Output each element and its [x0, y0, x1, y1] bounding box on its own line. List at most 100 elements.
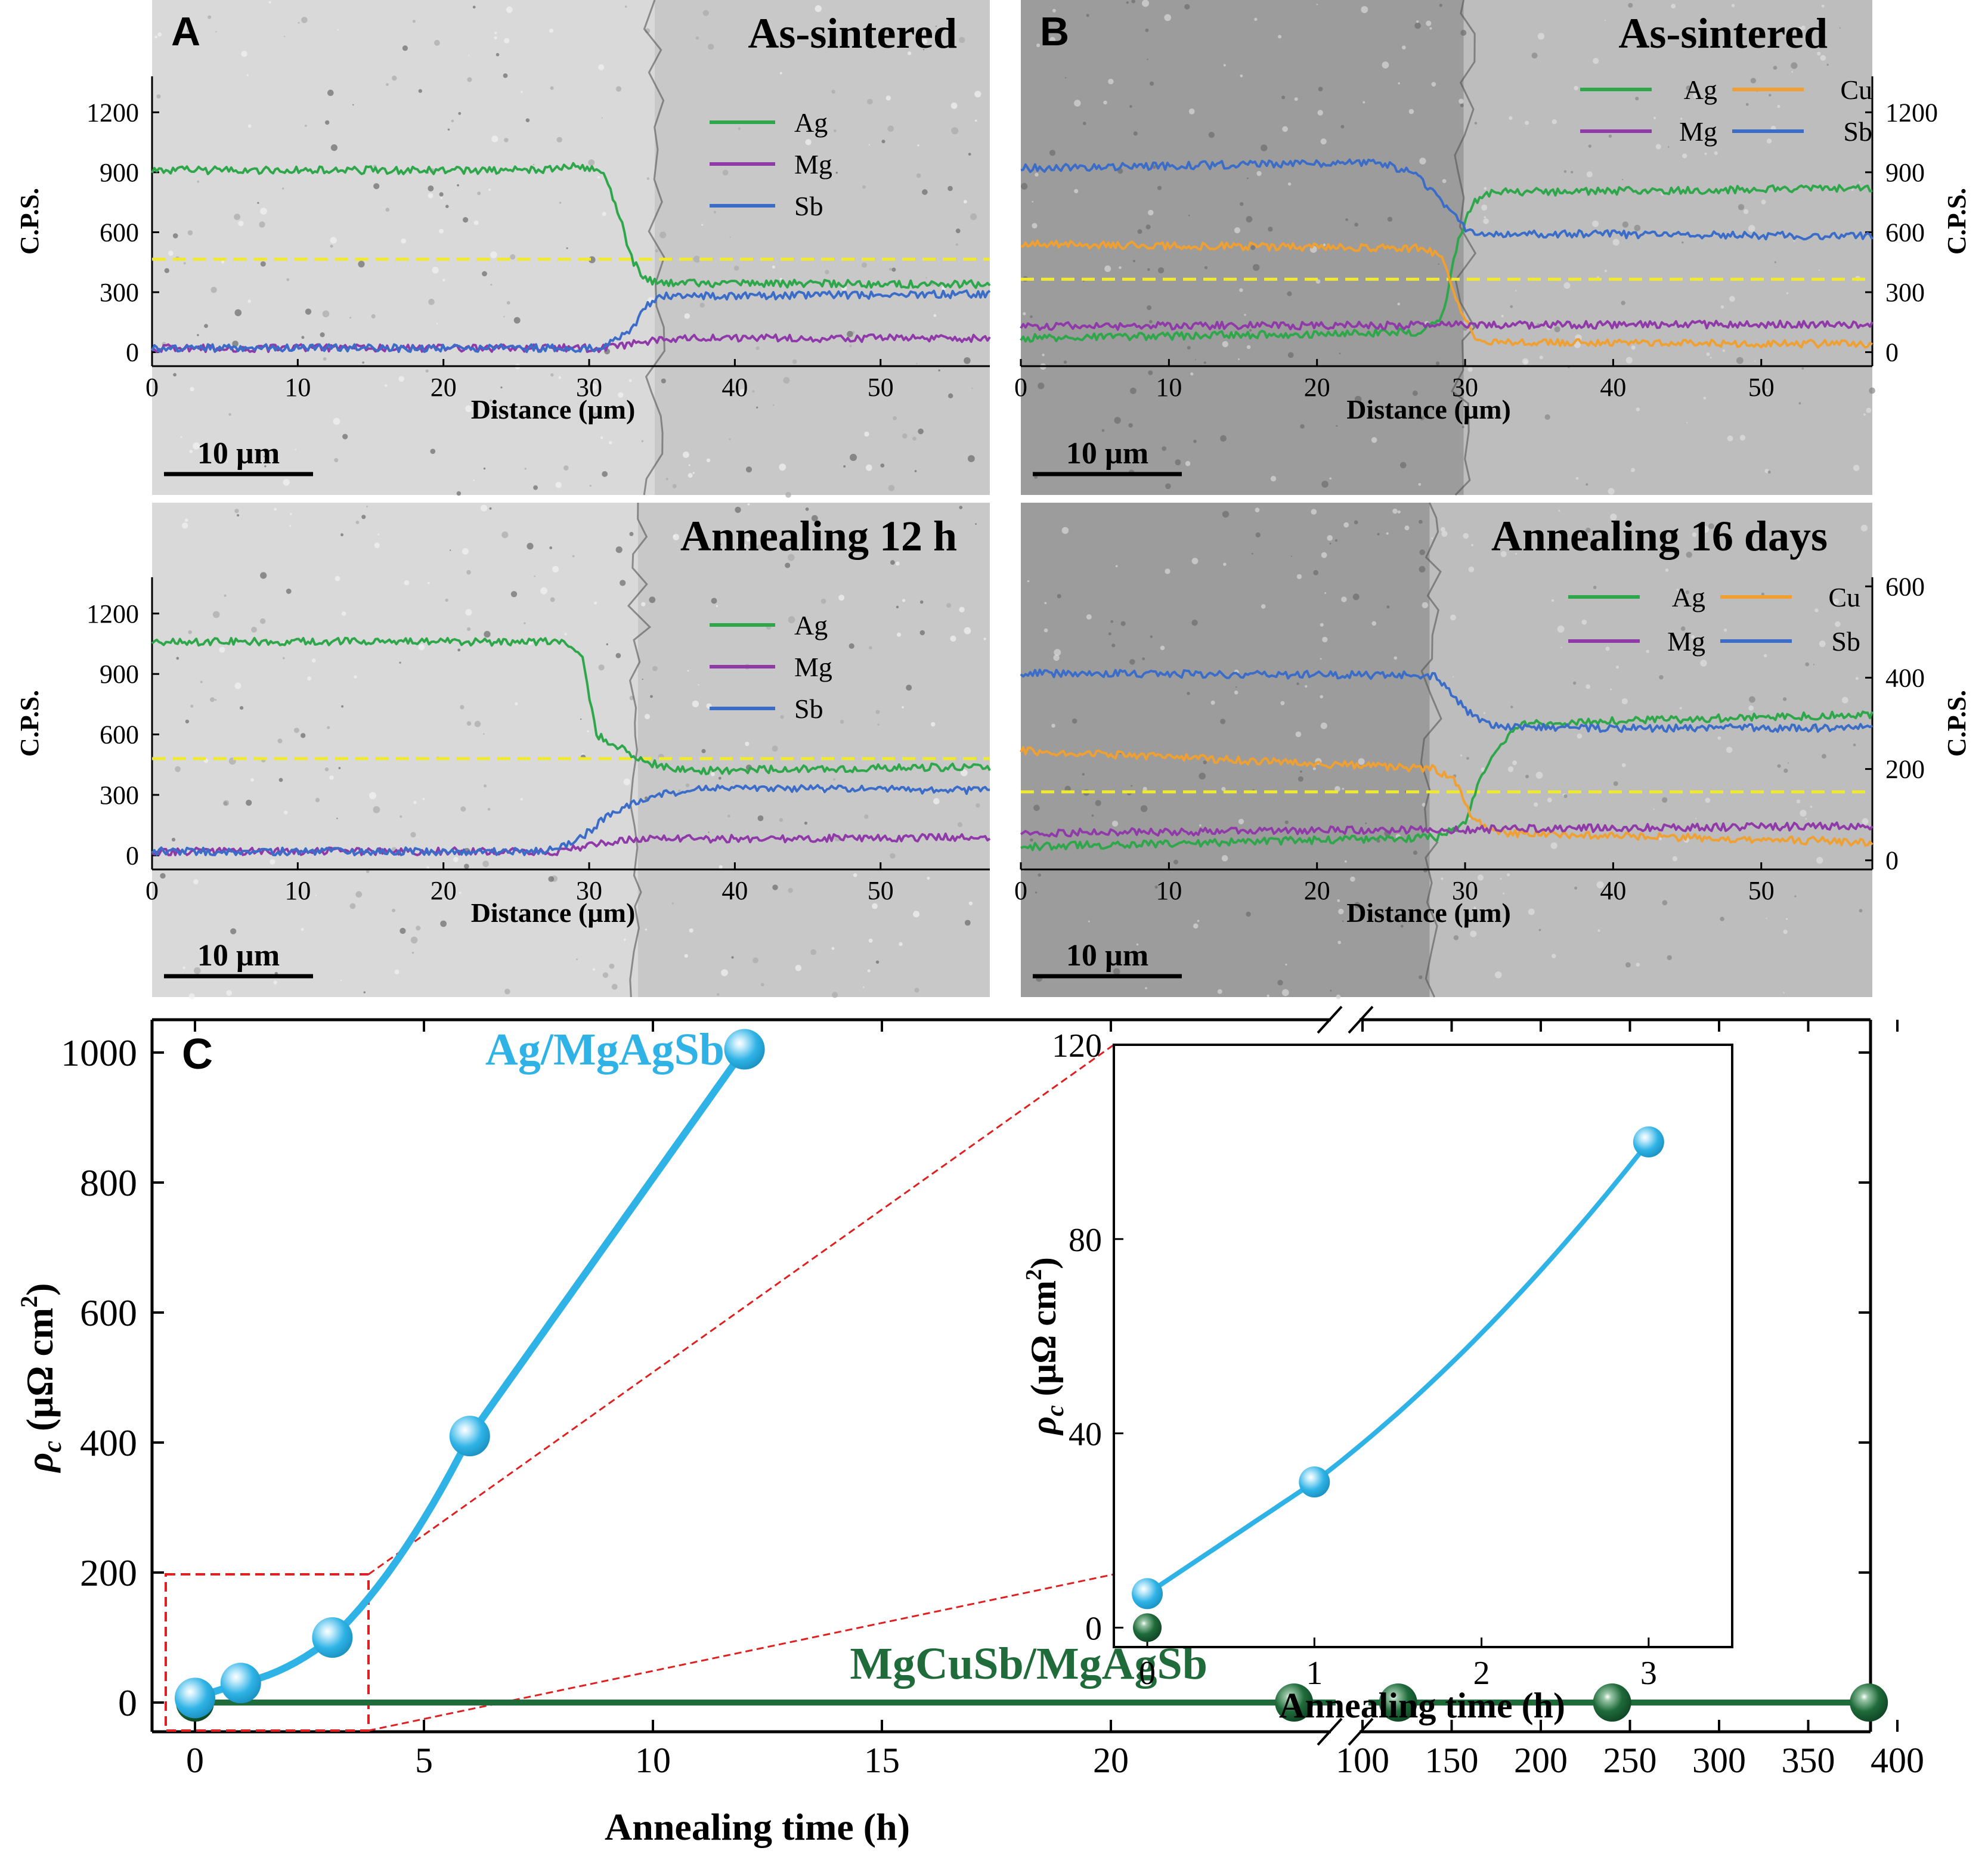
- x-tick-label: 20: [1304, 876, 1330, 905]
- legend-label-mg: Mg: [794, 149, 832, 179]
- legend: Ag Mg Sb: [710, 610, 832, 724]
- x-tick-label: 40: [721, 373, 748, 402]
- y-tick-label: 300: [100, 781, 139, 810]
- x-tick-label: 10: [284, 876, 311, 905]
- y-label-rho: ρ: [18, 1453, 61, 1474]
- x-tick-label: 0: [145, 373, 159, 402]
- y-label-sub: c: [1042, 1405, 1069, 1416]
- scalebar-label: 10 µm: [197, 939, 280, 973]
- data-point-agmgagsb: [175, 1677, 215, 1719]
- sem-texture: [160, 503, 986, 999]
- y-tick-label: 600: [100, 720, 139, 750]
- x-tick-label: 40: [1600, 876, 1626, 905]
- inset-y-axis-label: ρc (µΩ cm2): [1021, 1257, 1069, 1436]
- y-label-close: ): [18, 1283, 61, 1296]
- y-tick-label: 1200: [86, 599, 139, 629]
- data-point-mgcusb: [1379, 1683, 1417, 1722]
- series-line-ag: [151, 636, 991, 775]
- legend-label-ag: Ag: [1672, 582, 1705, 612]
- legend-label-cu: Cu: [1828, 582, 1860, 612]
- legend: Ag Cu Mg Sb: [1580, 75, 1872, 147]
- series-mgcusb: [176, 1683, 1888, 1722]
- x-tick-label: 20: [1304, 373, 1330, 402]
- y-axis-label: C.P.S.: [1942, 188, 1971, 255]
- legend-label-cu: Cu: [1840, 75, 1872, 105]
- legend-label-ag: Ag: [794, 107, 828, 138]
- legend-label-sb: Sb: [794, 694, 823, 724]
- x-tick-label: 0: [145, 876, 159, 905]
- x-axis-label: Annealing time (h): [605, 1806, 910, 1848]
- series-line-sb: [151, 289, 991, 354]
- panel-title: As-sintered: [1618, 10, 1828, 57]
- y-tick-label: 1200: [86, 98, 139, 127]
- axis-break-mark: [1317, 1005, 1343, 1034]
- y-label-sup: 2: [16, 1296, 42, 1308]
- x-axis-label: Distance (µm): [1346, 897, 1511, 928]
- x-tick-label: 10: [284, 373, 311, 402]
- zoom-connector: [368, 1044, 1114, 1576]
- label-ag-mgagsb: Ag/MgAgSb: [485, 1025, 724, 1075]
- inset-x-tick-label: 1: [1306, 1655, 1323, 1692]
- x-tick-label: 30: [576, 373, 602, 402]
- x-tick-label: 30: [1452, 876, 1478, 905]
- x-tick-label: 10: [1156, 876, 1182, 905]
- legend-label-mg: Mg: [1667, 626, 1705, 657]
- x-tick-label: 20: [431, 876, 457, 905]
- scalebar-label: 10 µm: [1066, 939, 1148, 973]
- series-line-mg: [1020, 319, 1874, 331]
- y-tick-label: 1200: [1885, 98, 1938, 127]
- series-line-agmgagsb: [191, 1045, 748, 1702]
- data-point-mgcusb: [1275, 1683, 1314, 1722]
- scalebar-label: 10 µm: [197, 437, 280, 471]
- x-tick-label: 10: [1156, 373, 1182, 402]
- x-tick-label: 5: [415, 1741, 433, 1780]
- y-tick-label: 0: [126, 338, 139, 367]
- x-tick-label: 40: [1600, 373, 1626, 402]
- x-tick-label: 20: [431, 373, 457, 402]
- inset-x-tick-label: 2: [1473, 1655, 1490, 1692]
- sem-texture: [1021, 507, 1869, 999]
- x-axis-label: Distance (µm): [471, 394, 636, 425]
- x-tick-label: 100: [1336, 1741, 1389, 1780]
- y-label-unit: (µΩ cm: [1024, 1280, 1063, 1405]
- data-point-agmgagsb: [312, 1617, 353, 1658]
- y-tick-label: 900: [1885, 158, 1925, 187]
- series-line-sb: [1020, 158, 1874, 241]
- sem-panel-2: 0 10 20 30 40 50 0 300 600 900 1200 C.P.S. Distance …: [1014, 0, 1971, 496]
- y-tick-label: 0: [118, 1682, 137, 1724]
- y-tick-label: 300: [100, 278, 139, 307]
- x-tick-label: 15: [864, 1741, 900, 1780]
- panel-letter: A: [171, 9, 200, 54]
- sem-image-right: [637, 503, 990, 997]
- data-point-mgcusb: [1593, 1683, 1631, 1722]
- sem-crack: [627, 502, 652, 998]
- y-label-sub: c: [38, 1441, 67, 1453]
- series-line-mg: [1020, 821, 1874, 838]
- x-axis-label: Distance (µm): [1346, 394, 1511, 425]
- x-tick-label: 20: [1093, 1741, 1129, 1780]
- inset-y-tick-label: 0: [1085, 1610, 1102, 1647]
- x-tick-label: 10: [635, 1741, 671, 1780]
- legend-label-mg: Mg: [1679, 116, 1717, 147]
- x-tick-label: 350: [1782, 1741, 1835, 1780]
- sem-crack: [1420, 502, 1442, 998]
- y-tick-label: 600: [1885, 218, 1925, 247]
- y-tick-label: 800: [80, 1162, 137, 1204]
- inset-data-point-mgcusb: [1133, 1613, 1162, 1642]
- x-tick-label: 250: [1603, 1741, 1657, 1780]
- data-point-agmgagsb: [449, 1416, 490, 1457]
- sem-texture: [1021, 0, 1875, 495]
- x-tick-label: 300: [1692, 1741, 1746, 1780]
- y-tick-label: 900: [100, 660, 139, 689]
- inset-y-tick-label: 80: [1069, 1222, 1102, 1259]
- y-tick-label: 200: [80, 1552, 137, 1594]
- series-line-cu: [1020, 745, 1874, 847]
- legend-label-sb: Sb: [1843, 116, 1872, 147]
- axis-break-mark: [1348, 1005, 1374, 1034]
- x-tick-label: 30: [576, 876, 602, 905]
- inset-series-line-agmgagsb: [1145, 1140, 1651, 1596]
- x-tick-label: 30: [1452, 373, 1478, 402]
- y-tick-label: 900: [100, 158, 139, 187]
